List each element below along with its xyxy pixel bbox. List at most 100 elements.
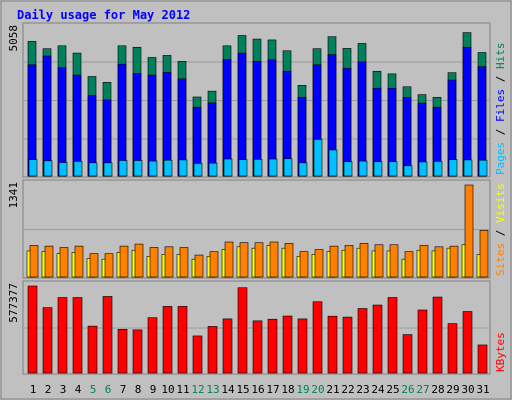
x-tick-label: 2	[45, 383, 52, 396]
bar-sites-day-17	[269, 241, 279, 278]
plot-frame	[22, 22, 491, 178]
legend-entry: Visits	[494, 183, 507, 223]
bar-sites-day-31	[479, 230, 489, 278]
bar-kbytes-day-11	[177, 306, 188, 374]
bar-sites-day-25	[389, 244, 399, 278]
bar-sites-day-19	[299, 251, 309, 278]
bar-kbytes-day-7	[117, 329, 128, 374]
bar-sites-day-30	[464, 184, 474, 278]
bar-sites-day-1	[29, 245, 39, 278]
chart-panels: 5058 Pages / Files / Hits 1341 Sites / Visi…	[7, 22, 507, 375]
x-tick-label: 10	[161, 383, 174, 396]
bar-pages-day-30	[463, 159, 473, 177]
x-tick-label: 3	[60, 383, 67, 396]
bar-pages-day-24	[373, 161, 383, 177]
x-tick-label: 23	[356, 383, 369, 396]
bar-pages-day-23	[358, 160, 368, 177]
bar-sites-day-11	[179, 247, 189, 278]
legend-entry: Hits	[494, 43, 507, 70]
bar-kbytes-day-10	[162, 306, 173, 374]
x-tick-label: 11	[176, 383, 189, 396]
bar-files-day-4	[72, 74, 82, 177]
bar-pages-day-5	[88, 162, 98, 177]
x-tick-label: 14	[221, 383, 235, 396]
bar-kbytes-day-15	[237, 287, 248, 374]
x-tick-label: 13	[206, 383, 219, 396]
bar-pages-day-10	[163, 159, 173, 177]
x-tick-label: 19	[296, 383, 309, 396]
legend: Sites / Visits	[494, 183, 507, 276]
bar-pages-day-3	[58, 162, 68, 177]
bar-sites-day-3	[59, 247, 69, 278]
bar-sites-day-27	[419, 245, 429, 278]
legend: Pages / Files / Hits	[494, 43, 507, 176]
bar-files-day-3	[57, 67, 67, 177]
bar-pages-day-4	[73, 161, 83, 177]
bar-pages-day-29	[448, 159, 458, 177]
bar-sites-day-22	[344, 245, 354, 278]
x-tick-label: 25	[386, 383, 399, 396]
x-tick-label: 27	[416, 383, 429, 396]
bar-pages-day-19	[298, 162, 308, 177]
x-tick-label: 28	[431, 383, 444, 396]
x-tick-label: 18	[281, 383, 294, 396]
bar-pages-day-2	[43, 160, 53, 177]
bar-kbytes-day-25	[387, 297, 398, 374]
y-max-label: 1341	[7, 182, 20, 209]
x-tick-label: 16	[251, 383, 264, 396]
x-tick-label: 15	[236, 383, 249, 396]
bar-kbytes-day-1	[27, 285, 38, 374]
bar-kbytes-day-3	[57, 297, 68, 374]
bar-files-day-30	[462, 46, 472, 177]
x-tick-label: 20	[311, 383, 324, 396]
bar-kbytes-day-13	[207, 326, 218, 374]
bar-pages-day-28	[433, 161, 443, 177]
bar-files-day-26	[402, 97, 412, 177]
bar-kbytes-day-12	[192, 335, 203, 374]
bar-sites-day-5	[89, 253, 99, 278]
bar-pages-day-25	[388, 161, 398, 177]
bar-sites-day-24	[374, 244, 384, 278]
bar-sites-day-14	[224, 241, 234, 278]
x-tick-label: 9	[150, 383, 157, 396]
legend-entry: KBytes	[494, 332, 507, 372]
bar-files-day-7	[117, 63, 127, 177]
bar-kbytes-day-28	[432, 296, 443, 374]
bar-files-day-15	[237, 52, 247, 177]
x-tick-label: 29	[446, 383, 459, 396]
bar-kbytes-day-6	[102, 296, 113, 374]
bar-sites-day-28	[434, 246, 444, 278]
bar-kbytes-day-2	[42, 307, 53, 374]
plot-frame	[22, 280, 491, 375]
bar-pages-day-8	[133, 160, 143, 177]
bar-pages-day-31	[478, 159, 488, 177]
x-tick-label: 31	[476, 383, 489, 396]
bar-pages-day-15	[238, 159, 248, 177]
x-tick-label: 5	[90, 383, 97, 396]
bar-kbytes-day-14	[222, 318, 233, 374]
x-tick-label: 4	[75, 383, 82, 396]
bar-sites-day-10	[164, 246, 174, 278]
y-max-label: 5058	[7, 25, 20, 52]
bar-sites-day-16	[254, 242, 264, 278]
bar-sites-day-13	[209, 251, 219, 278]
legend-entry: /	[494, 69, 507, 89]
x-axis: 1 2 3 4 5 6 7 8 9 10 11 12 13 14 15 16 17 18 19 20 21 22 23 24 2…	[30, 383, 490, 396]
bar-sites-day-26	[404, 251, 414, 278]
bar-kbytes-day-20	[312, 301, 323, 374]
bar-kbytes-day-22	[342, 316, 353, 374]
bar-pages-day-20	[313, 139, 323, 177]
bar-pages-day-9	[148, 160, 158, 177]
bar-pages-day-27	[418, 161, 428, 177]
x-tick-label: 8	[135, 383, 142, 396]
bar-kbytes-day-19	[297, 318, 308, 374]
bar-pages-day-7	[118, 160, 128, 177]
bar-pages-day-22	[343, 161, 353, 177]
bar-sites-day-12	[194, 254, 204, 278]
x-tick-label: 26	[401, 383, 414, 396]
x-tick-label: 21	[326, 383, 339, 396]
bar-files-day-2	[42, 55, 52, 177]
